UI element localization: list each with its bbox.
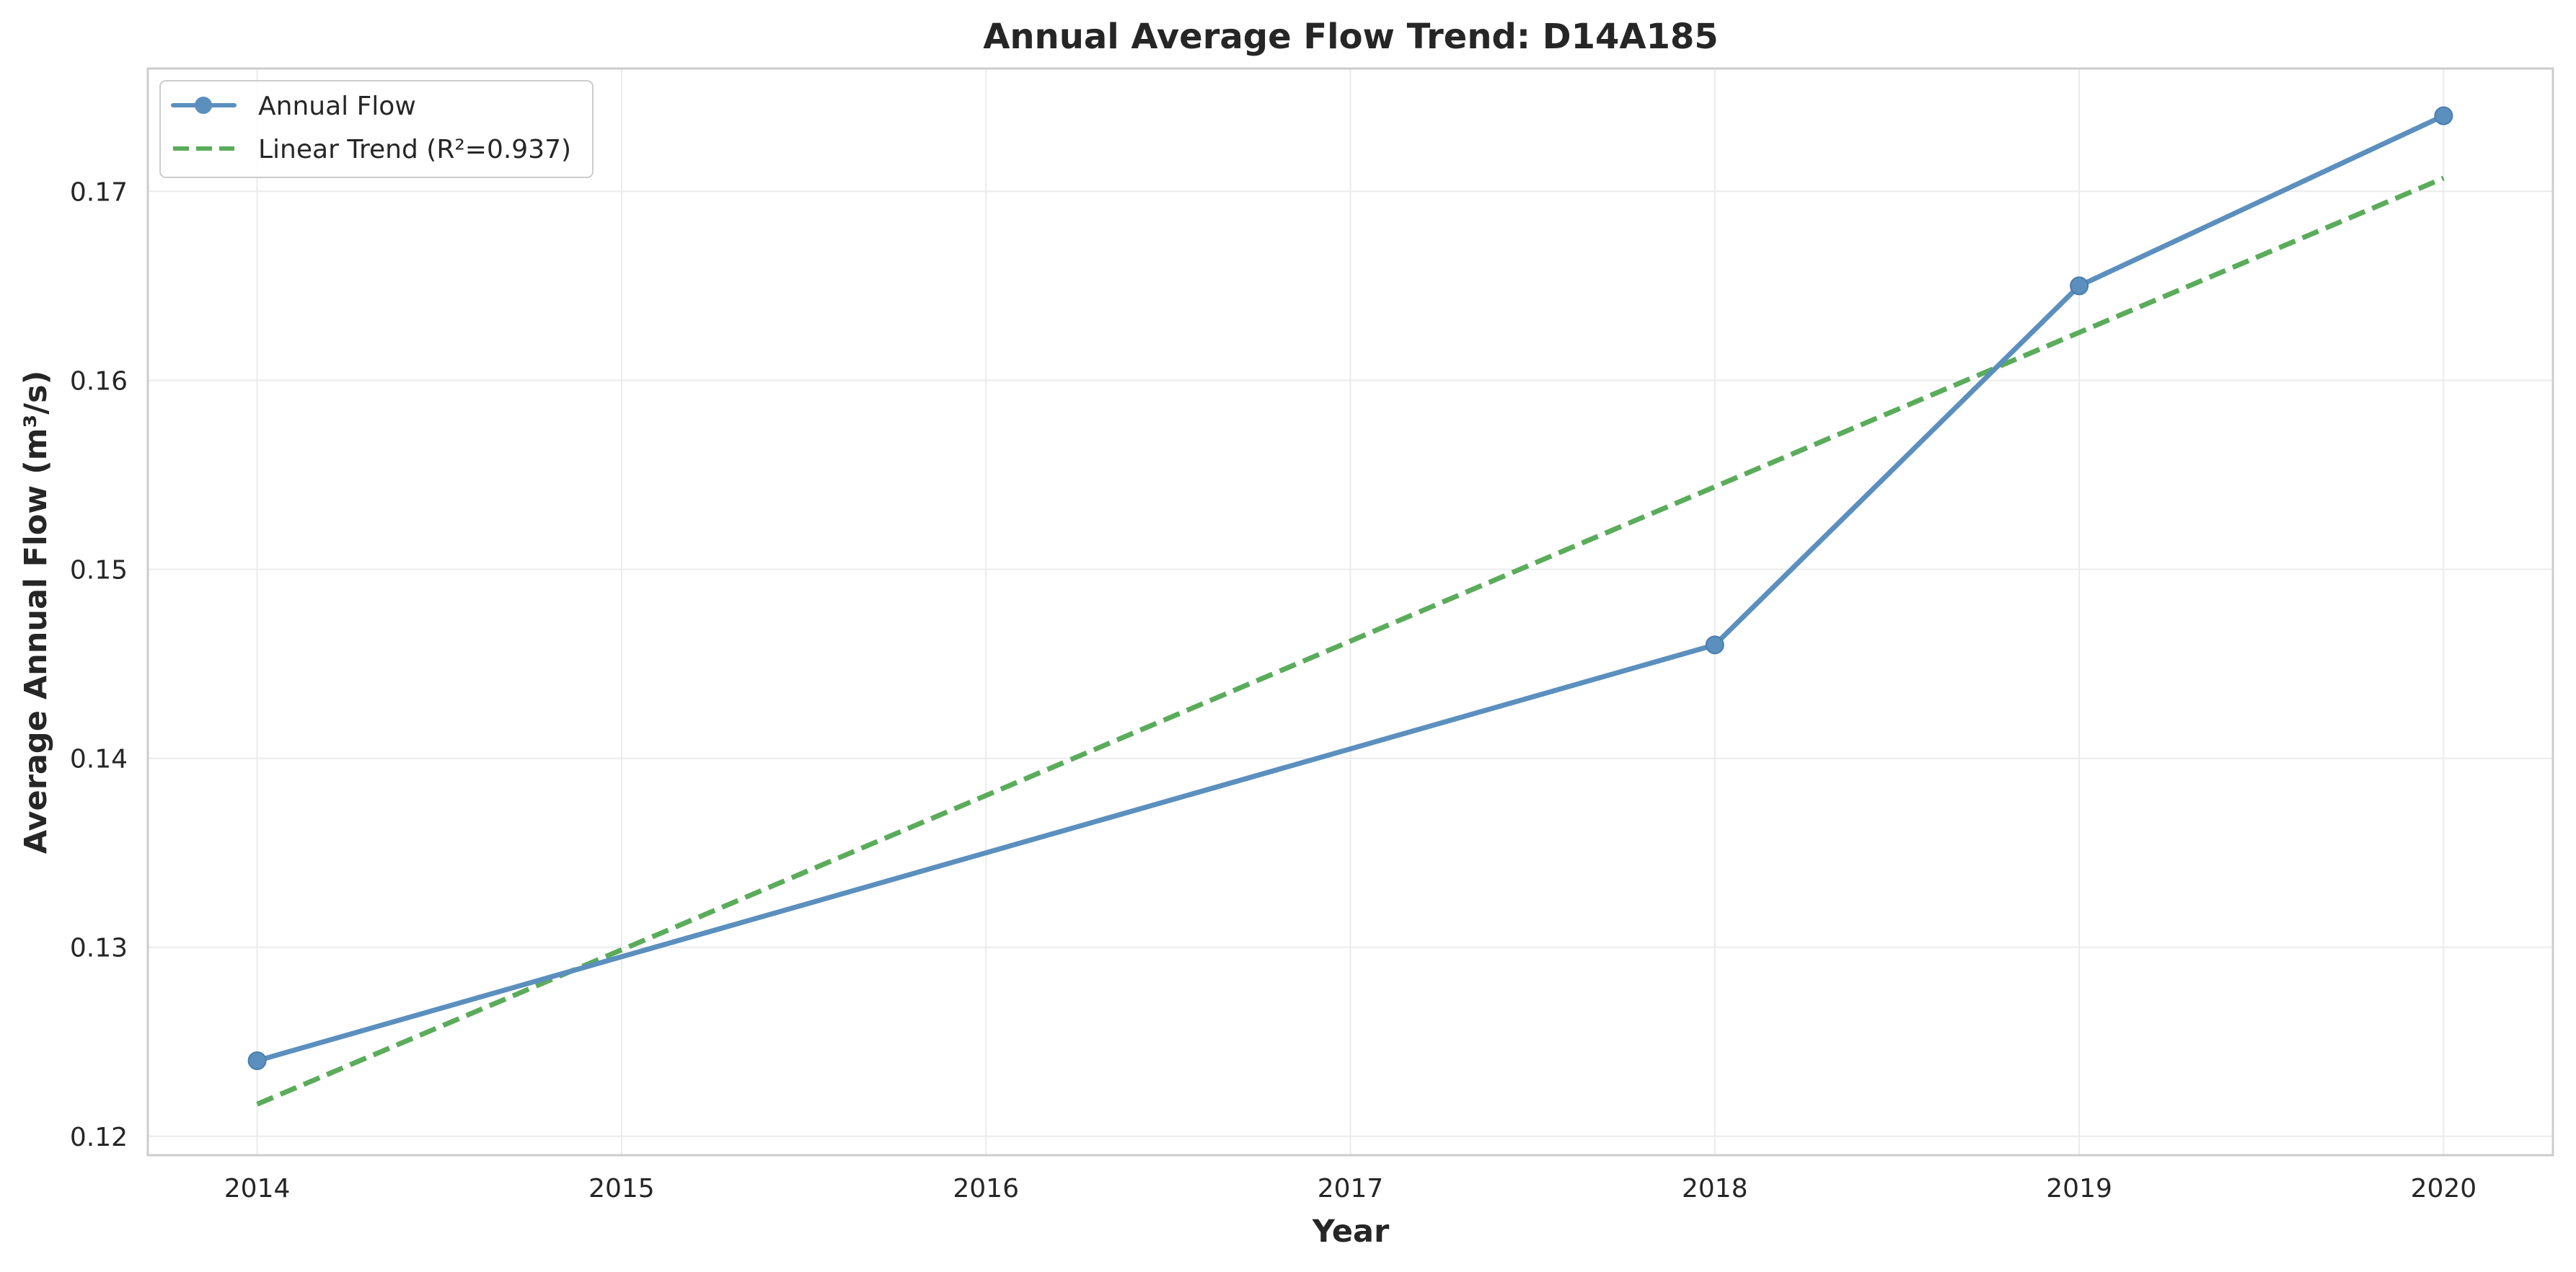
plot-area-frame <box>146 67 2554 1157</box>
y-tick-label: 0.14 <box>70 745 128 774</box>
legend-box <box>159 80 594 178</box>
x-tick-label: 2019 <box>2046 1174 2112 1203</box>
legend-label-annual-flow: Annual Flow <box>258 92 416 121</box>
x-axis-label: Year <box>1312 1214 1390 1250</box>
x-tick-labels: 2014 2015 2016 2017 2018 2019 2020 <box>224 1174 2476 1203</box>
chart-title: Annual Average Flow Trend: D14A185 <box>983 17 1719 57</box>
x-tick-label: 2015 <box>588 1174 655 1203</box>
legend-label-linear-trend: Linear Trend (R²=0.937) <box>258 135 571 164</box>
x-tick-label: 2016 <box>953 1174 1019 1203</box>
y-tick-label: 0.12 <box>70 1123 128 1152</box>
x-tick-label: 2018 <box>1682 1174 1748 1203</box>
series-line-annual-flow <box>256 113 2445 1064</box>
grid <box>148 69 2553 1155</box>
y-axis-label: Average Annual Flow (m³/s) <box>18 371 54 854</box>
data-point-annual-flow <box>2070 276 2089 296</box>
data-point-annual-flow <box>247 1051 267 1070</box>
y-tick-label: 0.16 <box>70 366 128 396</box>
y-tick-label: 0.15 <box>70 556 128 586</box>
data-point-annual-flow <box>1705 635 1724 655</box>
x-tick-label: 2014 <box>224 1174 291 1203</box>
x-tick-label: 2020 <box>2411 1174 2477 1203</box>
data-point-annual-flow <box>2434 106 2453 125</box>
y-tick-label: 0.17 <box>70 177 128 207</box>
y-tick-label: 0.13 <box>70 934 128 963</box>
x-tick-label: 2017 <box>1318 1174 1384 1203</box>
legend-marker-annual-flow <box>195 97 212 114</box>
y-tick-labels: 0.12 0.13 0.14 0.15 0.16 0.17 <box>70 177 128 1152</box>
legend: Annual Flow Linear Trend (R²=0.937) <box>159 80 594 178</box>
series-layer <box>247 106 2453 1107</box>
series-line-linear-trend <box>256 175 2445 1107</box>
